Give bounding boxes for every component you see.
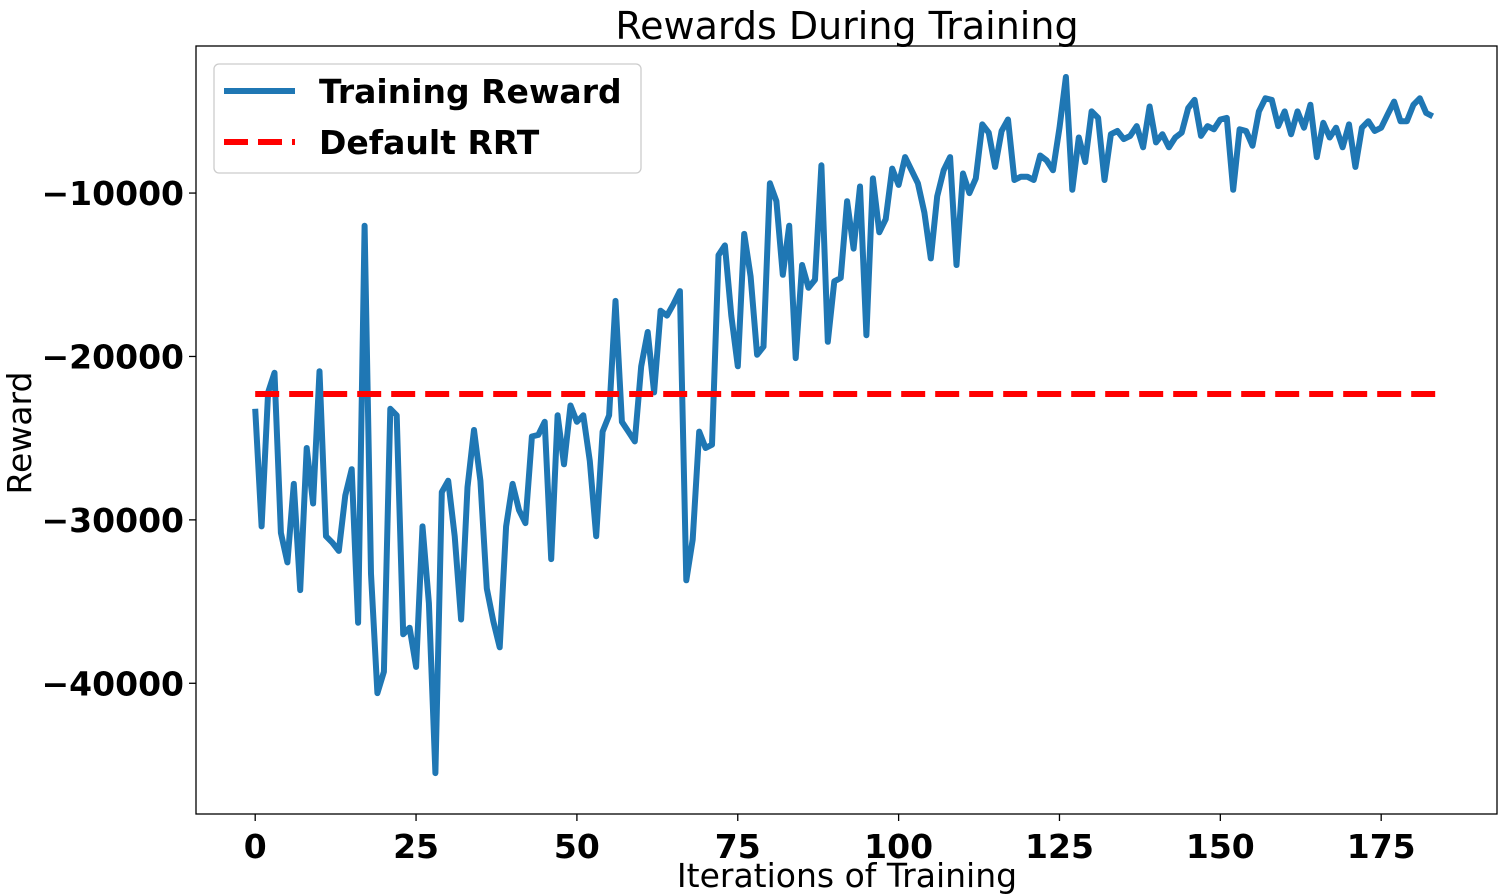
x-tick-label: 25	[393, 827, 439, 866]
legend-box	[213, 63, 642, 174]
x-tick-label: 0	[244, 827, 267, 866]
x-axis-label: Iterations of Training	[677, 856, 1017, 895]
x-tick-label: 100	[864, 827, 933, 866]
y-axis: −40000 −30000 −20000 −10000	[42, 174, 196, 703]
y-tick-label: −30000	[42, 501, 184, 540]
y-axis-label: Reward	[0, 372, 39, 495]
y-tick-label: −20000	[42, 337, 184, 376]
x-tick-label: 125	[1025, 827, 1094, 866]
x-axis: 0 25 50 75 100 125 150 175	[244, 814, 1416, 866]
plot-frame	[195, 45, 1498, 815]
legend: Training Reward Default RRT	[213, 63, 642, 174]
x-tick-label: 175	[1347, 827, 1416, 866]
x-tick-label: 150	[1186, 827, 1255, 866]
plot-area	[252, 74, 1440, 777]
legend-label-default-rrt: Default RRT	[319, 123, 540, 162]
x-tick-label: 75	[715, 827, 761, 866]
series-training-reward-line	[252, 74, 1435, 777]
legend-label-training-reward: Training Reward	[319, 72, 622, 111]
x-tick-label: 50	[554, 827, 600, 866]
y-tick-label: −40000	[42, 664, 184, 703]
chart-title: Rewards During Training	[615, 4, 1078, 48]
y-tick-label: −10000	[42, 174, 184, 213]
